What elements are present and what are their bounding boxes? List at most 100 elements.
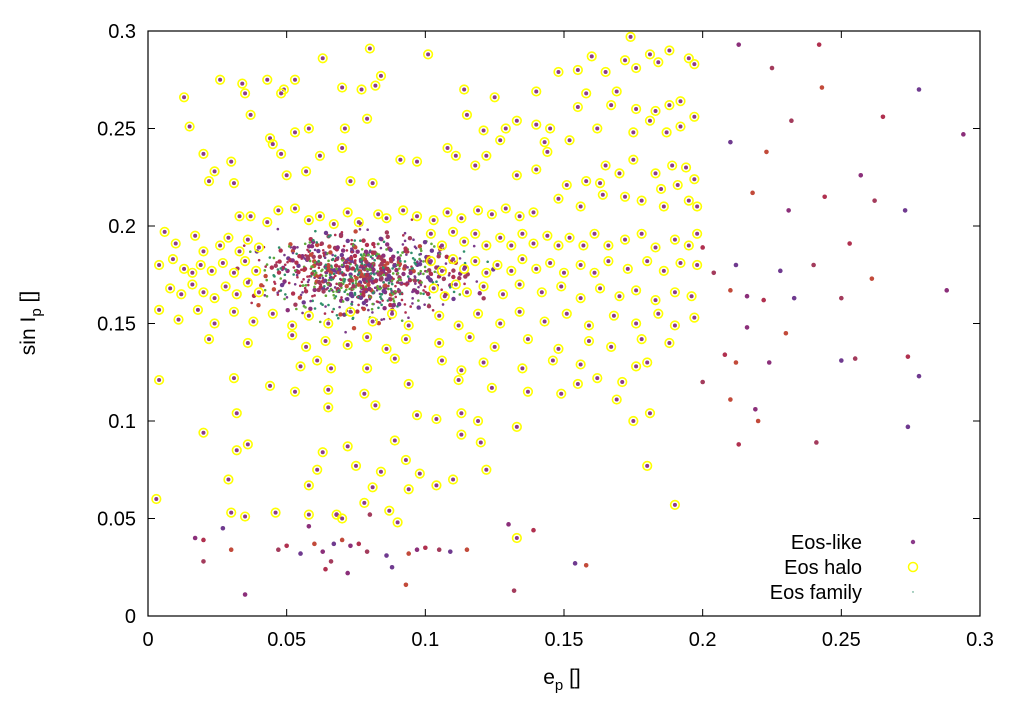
eos-family-point	[368, 250, 372, 253]
eos-halo-center	[476, 311, 481, 316]
eos-halo-point	[536, 287, 547, 298]
eos-halo-center	[384, 216, 389, 221]
eos-family-point	[348, 292, 353, 297]
eos-halo-center	[498, 235, 503, 240]
eos-halo-point	[675, 257, 686, 269]
eos-halo-center	[575, 68, 580, 72]
eos-halo-center	[248, 112, 253, 117]
eos-halo-center	[695, 231, 700, 236]
eos-halo-ring	[592, 373, 603, 384]
eos-family-point	[344, 330, 347, 334]
eos-halo-point	[456, 429, 467, 440]
eos-halo-point	[497, 289, 509, 300]
eos-family-point	[407, 236, 413, 241]
eos-family-point	[392, 263, 397, 268]
x-tick-label: 0.15	[545, 629, 584, 651]
eos-halo-point	[594, 178, 606, 189]
eos-family-point	[412, 238, 415, 242]
eos-halo-center	[212, 321, 217, 326]
eos-halo-center	[218, 243, 223, 248]
eos-halo-point	[644, 408, 656, 419]
eos-halo-point	[545, 123, 556, 134]
eos-halo-point	[522, 386, 534, 397]
x-axis-label-unit: []	[563, 666, 581, 689]
eos-family-point	[367, 253, 370, 257]
eos-family-point	[329, 234, 332, 237]
eos-halo-point	[300, 341, 312, 353]
eos-halo-center	[614, 89, 619, 94]
eos-family-point	[402, 264, 408, 269]
eos-halo-point	[389, 435, 400, 446]
eos-halo-ring	[303, 509, 314, 520]
eos-family-point	[322, 254, 326, 257]
eos-halo-center	[675, 183, 680, 188]
eos-halo-ring	[553, 66, 564, 78]
eos-like-point	[819, 85, 825, 90]
eos-halo-center	[692, 114, 697, 119]
eos-halo-center	[437, 313, 442, 318]
eos-halo-ring	[198, 148, 209, 159]
eos-halo-ring	[447, 474, 459, 485]
eos-halo-point	[553, 343, 564, 354]
eos-halo-point	[242, 337, 253, 349]
eos-halo-center	[695, 204, 700, 209]
eos-family-point	[430, 242, 433, 246]
eos-halo-center	[559, 391, 564, 396]
eos-halo-ring	[542, 230, 553, 241]
eos-halo-center	[231, 181, 236, 186]
eos-family-point	[337, 268, 341, 272]
x-tick-label: 0.2	[689, 629, 717, 651]
eos-halo-ring	[231, 445, 242, 456]
eos-halo-ring	[442, 142, 453, 154]
eos-halo-ring	[428, 283, 439, 294]
eos-family-point	[384, 277, 389, 282]
eos-family-point	[376, 287, 380, 290]
eos-halo-ring	[323, 384, 334, 395]
eos-family-point	[373, 286, 377, 290]
eos-halo-ring	[461, 109, 473, 120]
eos-halo-ring	[617, 376, 628, 388]
eos-halo-ring	[631, 361, 642, 372]
eos-family-point	[406, 282, 409, 286]
eos-halo-ring	[486, 382, 497, 393]
eos-halo-center	[317, 153, 322, 158]
eos-family-point	[364, 265, 367, 268]
eos-family-point	[367, 286, 372, 291]
eos-halo-center	[229, 159, 234, 164]
eos-halo-point	[359, 388, 370, 399]
eos-halo-ring	[472, 205, 484, 216]
eos-halo-ring	[389, 353, 400, 364]
eos-halo-ring	[470, 228, 481, 239]
eos-halo-point	[650, 242, 661, 253]
eos-halo-center	[362, 391, 367, 396]
eos-family-point	[242, 244, 246, 247]
eos-halo-center	[320, 56, 325, 61]
eos-halo-point	[564, 135, 575, 146]
eos-family-point	[283, 263, 287, 267]
eos-halo-point	[547, 355, 559, 366]
eos-halo-center	[564, 311, 569, 316]
eos-halo-ring	[436, 240, 448, 251]
eos-halo-ring	[664, 45, 675, 56]
eos-halo-center	[556, 346, 561, 351]
eos-halo-ring	[234, 211, 245, 222]
eos-family-point	[306, 283, 310, 287]
eos-halo-center	[672, 290, 677, 295]
eos-family-point	[369, 278, 372, 282]
eos-halo-ring	[456, 213, 467, 224]
eos-halo-point	[228, 306, 240, 317]
eos-family-point	[321, 248, 325, 252]
eos-family-point	[340, 296, 343, 299]
eos-halo-ring	[594, 178, 606, 189]
eos-halo-center	[292, 206, 297, 211]
eos-halo-point	[517, 228, 528, 239]
eos-family-point	[306, 280, 310, 284]
eos-halo-ring	[606, 341, 617, 353]
eos-halo-ring	[667, 160, 678, 171]
eos-halo-point	[572, 64, 583, 76]
eos-like-point	[822, 194, 827, 200]
eos-family-point	[354, 276, 359, 281]
eos-halo-center	[639, 231, 644, 236]
eos-family-point	[335, 313, 339, 317]
eos-family-point	[391, 254, 396, 259]
